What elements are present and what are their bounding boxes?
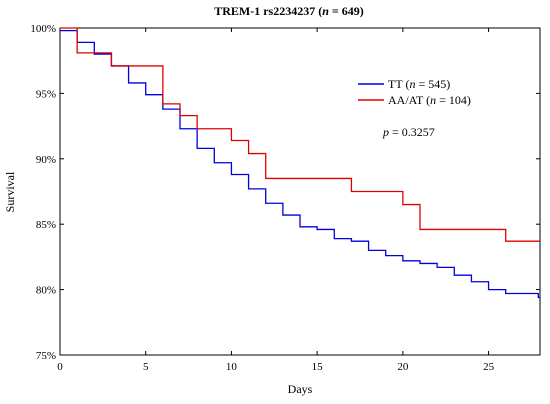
series-line-aa-at — [60, 27, 540, 242]
y-tick-label: 90% — [36, 154, 56, 166]
series-layer — [60, 27, 540, 299]
x-axis: 0 5 10 15 20 25 — [57, 28, 495, 373]
x-tick-label: 25 — [483, 361, 495, 373]
x-tick-label: 5 — [143, 361, 149, 373]
y-axis-label: Survival — [3, 171, 17, 212]
y-tick-label: 80% — [36, 285, 56, 297]
x-tick-label: 15 — [312, 361, 324, 373]
chart-title: TREM-1 rs2234237 (n = 649) — [214, 4, 364, 18]
p-value-annotation: p = 0.3257 — [382, 125, 435, 139]
x-tick-label: 0 — [57, 361, 63, 373]
series-line-tt — [60, 29, 540, 299]
plot-area — [59, 27, 541, 356]
y-tick-label: 100% — [30, 23, 56, 35]
y-tick-label: 95% — [36, 88, 56, 100]
y-axis: 75% 80% 85% 90% 95% 100% — [30, 23, 540, 362]
x-axis-label: Days — [288, 382, 313, 396]
legend-label-tt: TT (n = 545) — [388, 77, 450, 91]
x-tick-label: 10 — [226, 361, 238, 373]
y-tick-label: 85% — [36, 219, 56, 231]
x-tick-label: 20 — [397, 361, 409, 373]
legend-label-aa-at: AA/AT (n = 104) — [388, 93, 471, 107]
y-tick-label: 75% — [36, 350, 56, 362]
legend: TT (n = 545) AA/AT (n = 104) — [358, 77, 471, 107]
